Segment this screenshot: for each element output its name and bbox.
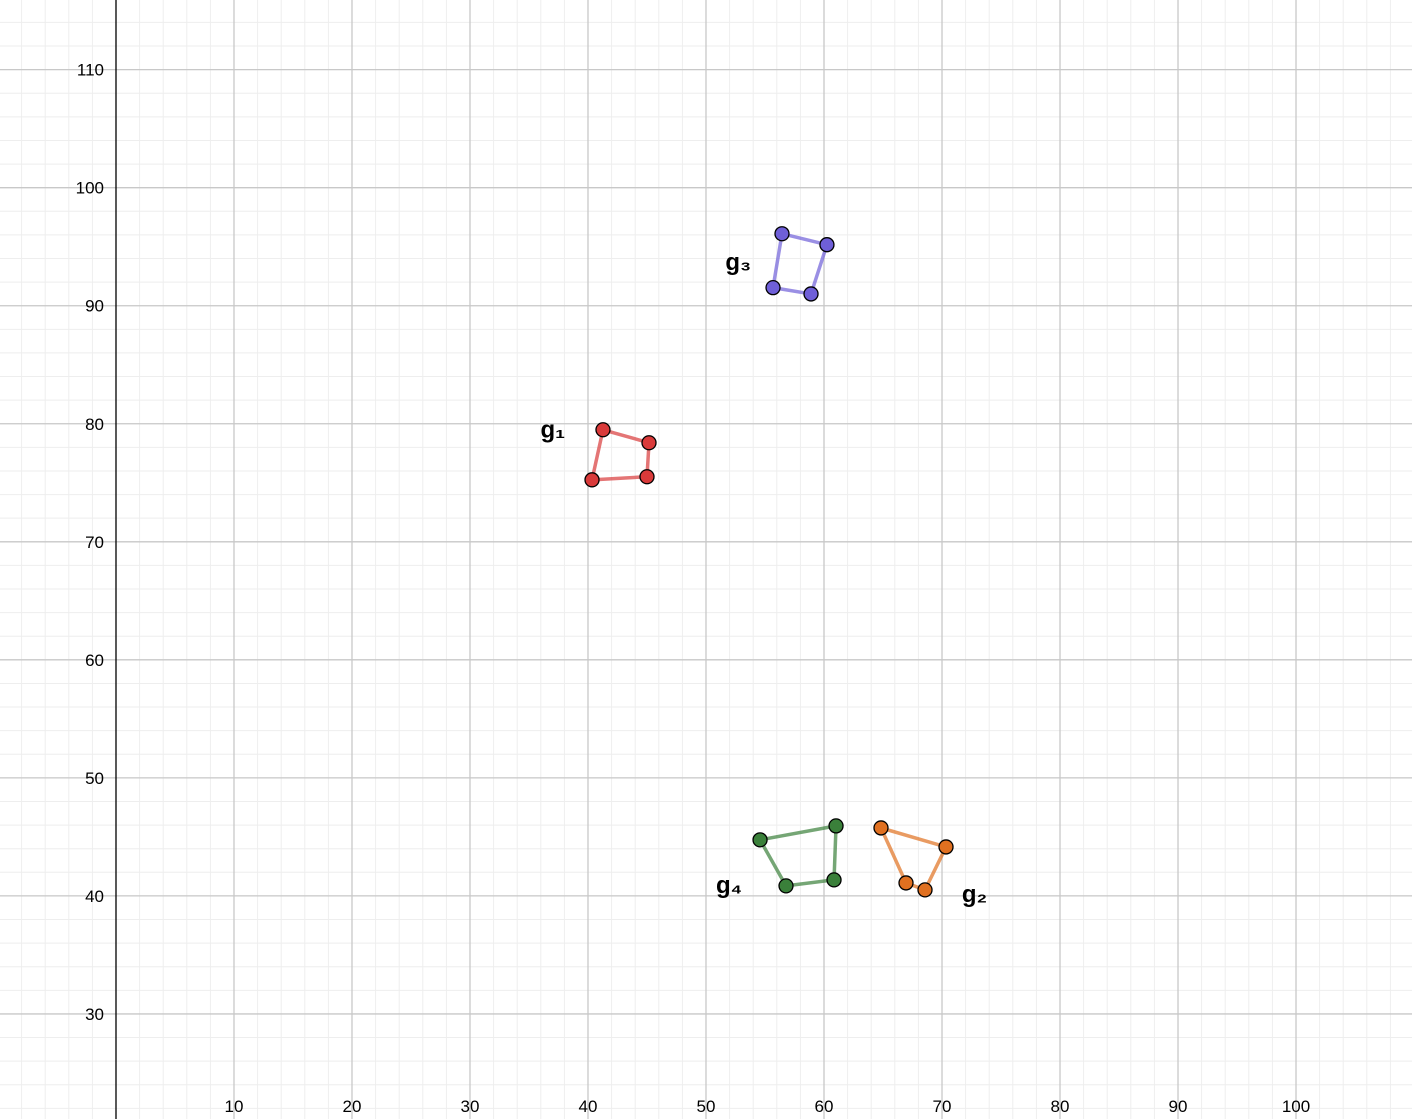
vertex-point bbox=[826, 872, 842, 888]
y-tick-label: 80 bbox=[85, 415, 104, 434]
legend-label: g₁ bbox=[540, 416, 565, 443]
y-tick-label: 60 bbox=[85, 651, 104, 670]
y-tick-label: 40 bbox=[85, 887, 104, 906]
vertex-point bbox=[641, 435, 657, 451]
legend-label: g₄ bbox=[716, 872, 742, 899]
x-tick-label: 90 bbox=[1169, 1097, 1188, 1116]
vertex-point bbox=[584, 472, 600, 488]
vertex-point bbox=[938, 839, 954, 855]
vertex-point bbox=[917, 882, 933, 898]
legend-label: g₂ bbox=[962, 881, 987, 908]
legend-label: g₃ bbox=[725, 249, 751, 276]
vertex-point bbox=[819, 237, 835, 253]
vertex-point bbox=[828, 818, 844, 834]
y-tick-label: 50 bbox=[85, 769, 104, 788]
y-tick-label: 110 bbox=[77, 61, 104, 80]
x-tick-label: 20 bbox=[343, 1097, 362, 1116]
x-tick-label: 100 bbox=[1282, 1097, 1310, 1116]
vertex-point bbox=[774, 226, 790, 242]
y-tick-label: 100 bbox=[76, 179, 104, 198]
vertex-point bbox=[639, 469, 655, 485]
x-tick-label: 10 bbox=[225, 1097, 244, 1116]
x-tick-label: 30 bbox=[461, 1097, 480, 1116]
x-tick-label: 50 bbox=[697, 1097, 716, 1116]
vertex-point bbox=[765, 280, 781, 296]
vertex-point bbox=[803, 286, 819, 302]
x-tick-label: 40 bbox=[579, 1097, 598, 1116]
polygon-edge bbox=[877, 825, 949, 893]
vertex-point bbox=[595, 422, 611, 438]
y-tick-label: 70 bbox=[85, 533, 104, 552]
vertex-point bbox=[873, 820, 889, 836]
x-tick-label: 70 bbox=[933, 1097, 952, 1116]
polygon-edge bbox=[589, 427, 651, 482]
y-tick-label: 90 bbox=[85, 297, 104, 316]
vertex-point bbox=[778, 878, 794, 894]
vertex-point bbox=[898, 875, 914, 891]
vertex-point bbox=[752, 832, 768, 848]
y-tick-label: 30 bbox=[85, 1005, 104, 1024]
x-tick-label: 60 bbox=[815, 1097, 834, 1116]
x-tick-label: 80 bbox=[1051, 1097, 1070, 1116]
